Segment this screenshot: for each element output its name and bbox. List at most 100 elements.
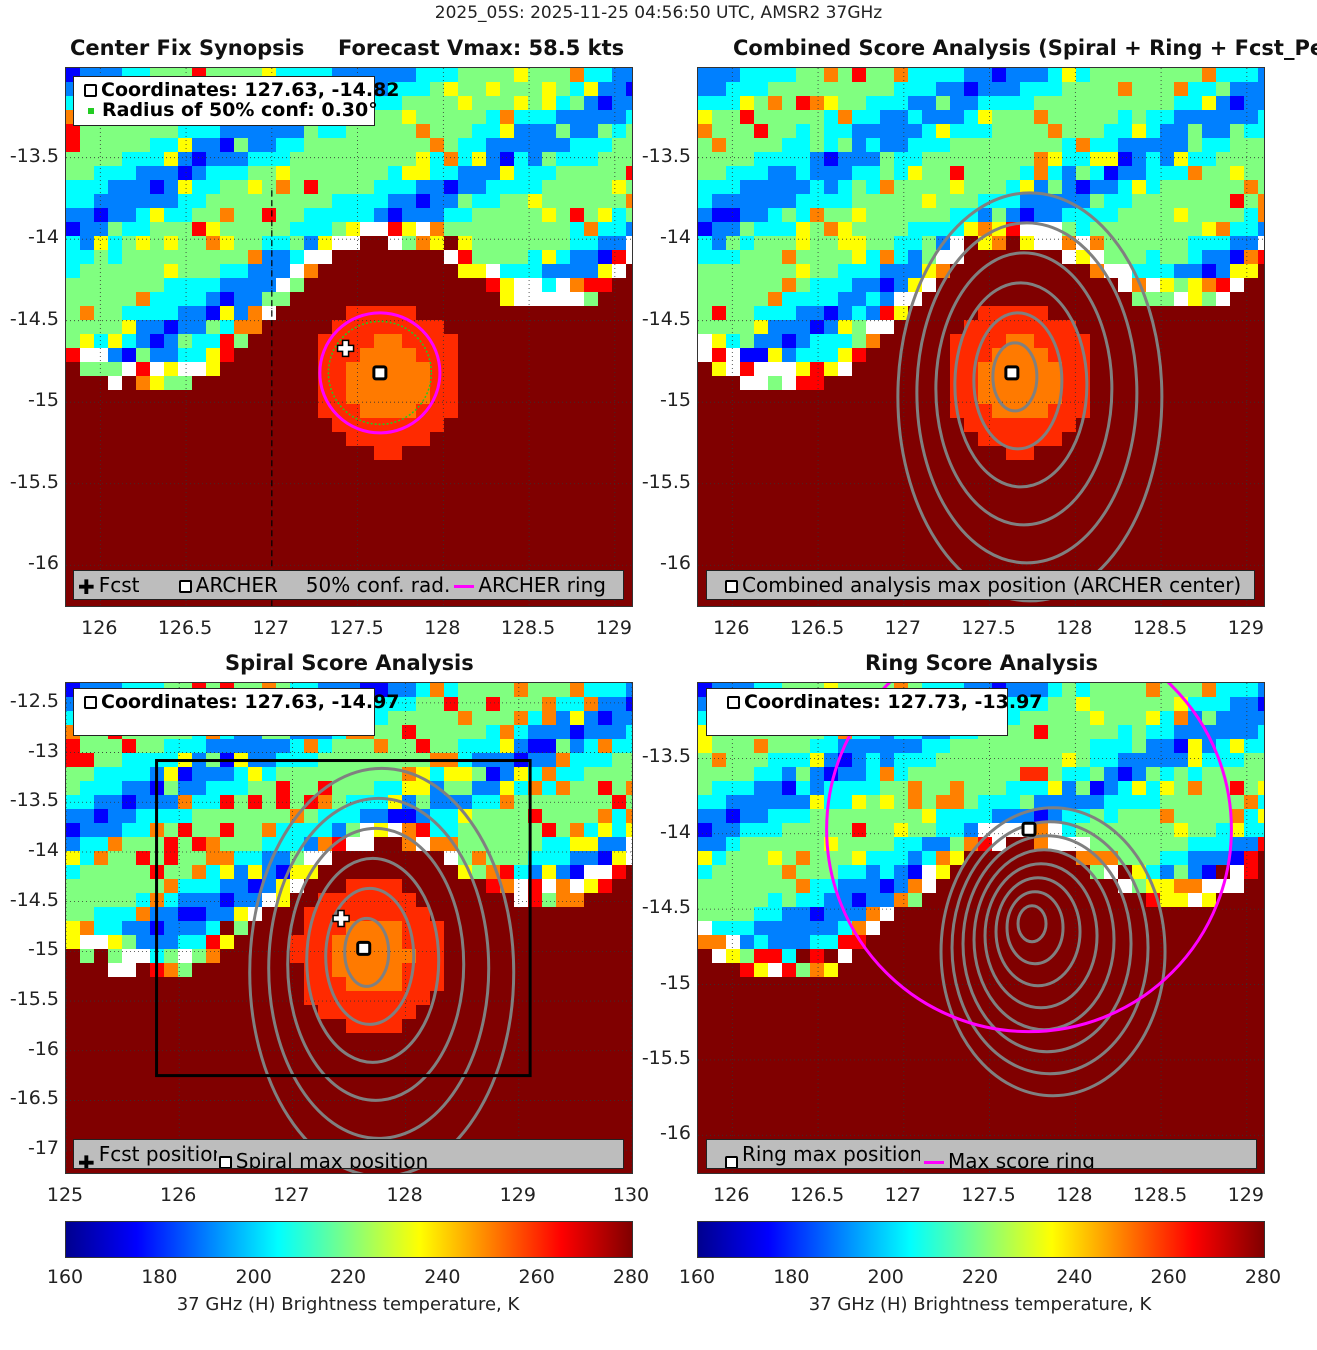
score-contours: [896, 191, 1164, 603]
x-tick-label: 129: [1227, 617, 1264, 639]
figure-title: 2025_05S: 2025-11-25 04:56:50 UTC, AMSR2…: [434, 3, 883, 23]
y-tick-label: -15.5: [9, 470, 59, 493]
ring-line-icon: [454, 585, 475, 588]
legend-spiral-max: Spiral max position: [235, 1149, 429, 1169]
spiral-search-box: [155, 759, 532, 1078]
plot-area-svg: [66, 683, 632, 1173]
tb-field: [698, 683, 1264, 1173]
plot-spiral: [65, 682, 633, 1174]
ring-coordinates-text: Coordinates: 127.73, -13.97: [744, 691, 1043, 713]
panel-title-spiral: Spiral Score Analysis: [225, 651, 474, 675]
y-tick-label: -16: [27, 552, 59, 575]
x-tick-label: 129: [1227, 1184, 1264, 1206]
x-tick-label: 126: [713, 1184, 750, 1206]
y-tick-label: -15: [27, 938, 59, 961]
y-tick-label: -17: [27, 1137, 59, 1160]
contour-line: [324, 886, 416, 1026]
contour-line: [343, 916, 391, 988]
contour-line: [267, 796, 491, 1140]
y-tick-label: -13.5: [641, 745, 691, 768]
x-tick-label: 126.5: [157, 617, 213, 639]
legend-ring-max: Ring max position: [742, 1142, 920, 1166]
fcst-plus-icon: ✚: [78, 574, 95, 599]
colorbar-tick-label: 220: [961, 1266, 999, 1288]
colorbar-tick-label: 160: [678, 1266, 716, 1288]
y-tick-label: -16.5: [9, 1087, 59, 1110]
y-tick-label: -13.5: [9, 789, 59, 812]
y-tick-label: -15: [27, 389, 59, 412]
fcst-marker: [332, 909, 350, 928]
legend-combined: Combined analysis max position (ARCHER c…: [706, 570, 1255, 600]
contour-line: [939, 806, 1167, 1098]
plot-ring: [697, 682, 1265, 1174]
ring_max-marker: [1021, 821, 1037, 837]
contour-line: [983, 862, 1099, 1010]
contour-line: [961, 834, 1133, 1054]
y-tick-label: -16: [659, 552, 691, 575]
x-tick-label: 129: [595, 617, 632, 639]
colorbar-tick-label: 240: [1056, 1266, 1093, 1288]
fcst-position-plus-icon: ✚: [78, 1150, 95, 1169]
legend-ring: ARCHER ring: [478, 573, 606, 597]
contour-line: [972, 311, 1064, 451]
conf-radius-dot-icon: [88, 107, 94, 114]
colorbar-tick-label: 280: [1244, 1266, 1282, 1288]
tb-field: [66, 68, 632, 606]
x-tick-label: 128.5: [500, 617, 556, 639]
y-tick-label: -15.5: [641, 470, 691, 493]
legend-combined-max: Combined analysis max position (ARCHER c…: [742, 573, 1242, 597]
x-tick-label: 128.5: [1132, 617, 1188, 639]
legend-fcst-position: Fcst position: [98, 1142, 217, 1166]
coordinates-text: Coordinates: 127.63, -14.82: [101, 79, 400, 101]
plot-area-svg: [66, 68, 632, 606]
colorbar-tick-label: 180: [773, 1266, 810, 1288]
plot-area-svg: [698, 68, 1264, 606]
legend-max-ring: Max score ring: [948, 1149, 1095, 1169]
y-tick-label: -13.5: [641, 144, 691, 167]
colorbar-left: [65, 1221, 633, 1258]
x-tick-label: 127.5: [961, 1184, 1016, 1206]
x-tick-label: 127.5: [961, 617, 1016, 639]
colorbar-tick-label: 220: [329, 1266, 367, 1288]
x-tick-label: 128: [1056, 617, 1093, 639]
legend-fcst: Fcst: [98, 573, 140, 597]
contour-line: [1005, 890, 1065, 966]
y-tick-label: -12.5: [9, 689, 59, 712]
contour-line: [950, 820, 1150, 1076]
panel-title-combined: Combined Score Analysis (Spiral + Ring +…: [733, 36, 1317, 60]
y-tick-label: -13: [27, 739, 59, 762]
contour-line: [1016, 904, 1048, 944]
y-tick-label: -14.5: [9, 307, 59, 330]
plot-combined: [697, 67, 1265, 607]
archer-marker-icon: [84, 84, 97, 97]
panel-title-center-fix: Center Fix Synopsis: [70, 36, 305, 60]
archer-marker: [372, 365, 388, 381]
y-tick-label: -14: [27, 226, 59, 249]
x-tick-label: 127: [884, 617, 921, 639]
y-tick-label: -14: [659, 226, 691, 249]
score-contours: [248, 766, 516, 1173]
ring-max-square-icon: [725, 1156, 738, 1168]
combined-max-square-icon: [725, 580, 738, 593]
legend-ring: Ring max position Max score ring: [706, 1139, 1257, 1169]
x-tick-label: 128: [386, 1184, 423, 1206]
archer-ring: [318, 311, 442, 435]
legend-archer: ARCHER: [195, 573, 278, 597]
x-tick-label: 127: [884, 1184, 921, 1206]
y-tick-label: -14: [659, 820, 691, 843]
x-tick-label: 126: [713, 617, 750, 639]
y-tick-label: -15.5: [641, 1046, 691, 1069]
info-box-center-fix: Coordinates: 127.63, -14.82 Radius of 50…: [73, 76, 400, 126]
fcst-marker: [336, 339, 355, 358]
contour-line: [896, 191, 1164, 603]
x-tick-label: 125: [46, 1184, 84, 1206]
y-tick-label: -14.5: [9, 888, 59, 911]
x-tick-label: 128: [1056, 1184, 1093, 1206]
tb-field: [66, 683, 632, 1173]
archer-square-icon: [178, 580, 192, 593]
colorbar-label-right: 37 GHz (H) Brightness temperature, K: [808, 1294, 1152, 1315]
archer-ring: [825, 683, 1233, 1034]
x-tick-label: 126: [160, 1184, 197, 1206]
colorbar-tick-label: 240: [424, 1266, 461, 1288]
grid-lines: [66, 68, 632, 606]
